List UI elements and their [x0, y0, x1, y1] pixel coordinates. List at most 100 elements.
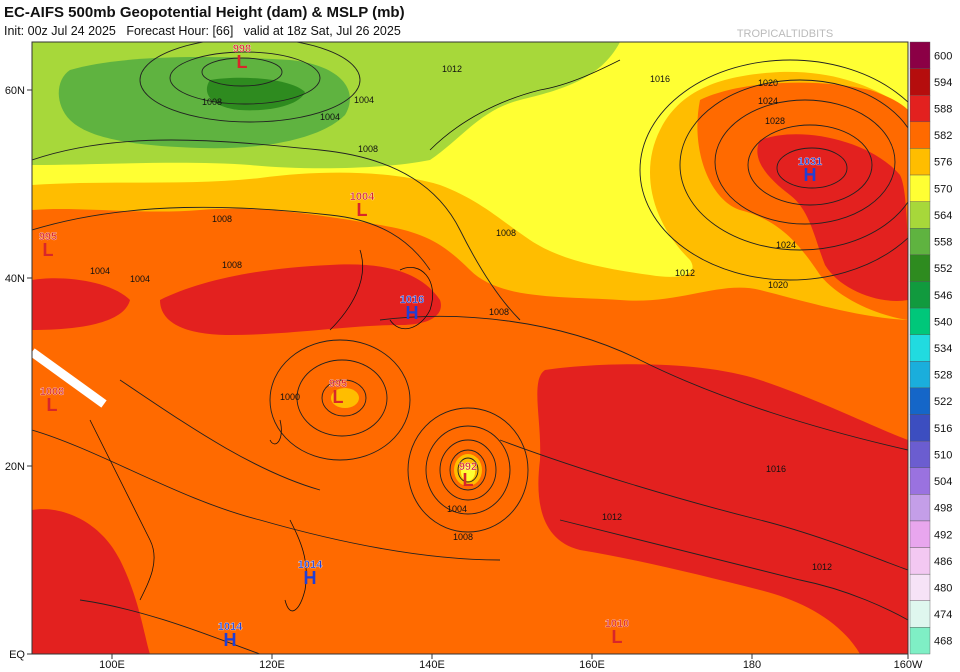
- isobar-label: 1024: [758, 96, 778, 106]
- colorbar-label: 480: [934, 582, 952, 594]
- isobar-label: 1004: [90, 266, 110, 276]
- colorbar-swatch: [909, 573, 931, 601]
- colorbar-swatch: [909, 334, 931, 362]
- colorbar-label: 558: [934, 237, 952, 249]
- high-north-pacific-value: 1031: [798, 156, 822, 168]
- low-equatorial-pacific-value: 1010: [605, 618, 629, 630]
- colorbar-label: 498: [934, 503, 952, 515]
- high-philippine-sea-value: 1014: [298, 559, 323, 571]
- isobars: [32, 42, 908, 654]
- colorbar-label: 468: [934, 636, 952, 648]
- low-west-edge-north-symbol: L: [43, 240, 54, 260]
- isobar-label: 1004: [320, 112, 340, 122]
- height-558-trough: [58, 57, 350, 149]
- height-594-west: [32, 278, 130, 330]
- colorbar-swatch: [909, 440, 931, 468]
- forecast-hour: Forecast Hour: [66]: [126, 24, 234, 38]
- isobar-label: 1004: [447, 504, 467, 514]
- isobar-label: 1028: [765, 116, 785, 126]
- colorbar-label: 528: [934, 370, 952, 382]
- isobar-label: 1012: [675, 268, 695, 278]
- colorbar-swatch: [909, 307, 931, 335]
- isobar-labels: 1008 1004 1012 1016 1020 1024 1028 1008 1012 1008…: [90, 64, 832, 572]
- lat-label: EQ: [9, 649, 25, 661]
- colorbar-swatch: [909, 281, 931, 309]
- high-japan-value: 1016: [400, 294, 424, 306]
- lon-label: 120E: [259, 659, 285, 671]
- colorbar-swatch: [909, 254, 931, 282]
- isobar-label: 1008: [222, 260, 242, 270]
- map-axes: 100E 120E 140E 160E 180 160W 60N 40N 20N EQ: [5, 85, 923, 671]
- isobar-label: 1008: [202, 97, 222, 107]
- colorbar-label: 588: [934, 104, 952, 116]
- isobar-label: 1008: [489, 307, 509, 317]
- colorbar-label: 564: [934, 210, 952, 222]
- init-time: Init: 00z Jul 24 2025: [4, 24, 116, 38]
- map-artifact-bar: [32, 348, 107, 408]
- map-field: [32, 42, 908, 654]
- colorbar-label: 522: [934, 396, 952, 408]
- high-south-china-sea-symbol: H: [224, 630, 237, 650]
- isobar-label: 1012: [602, 512, 622, 522]
- colorbar-swatch: [909, 547, 931, 575]
- high-south-china-sea-value: 1014: [218, 621, 243, 633]
- low-north-mongolia-value: 998: [233, 43, 251, 55]
- isobar-label: 1008: [496, 228, 516, 238]
- low-north-mongolia-symbol: L: [237, 52, 248, 72]
- lon-label: 100E: [99, 659, 125, 671]
- colorbar-swatch: [909, 148, 931, 176]
- colorbar-swatch: [909, 361, 931, 389]
- isobar-label: 1024: [776, 240, 796, 250]
- height-594-subtropical-pacific: [537, 364, 908, 654]
- map-subtitle: Init: 00z Jul 24 2025 Forecast Hour: [66…: [4, 24, 401, 38]
- colorbar-swatch: [909, 174, 931, 202]
- colorbar-label: 594: [934, 77, 952, 89]
- isobar-label: 1020: [758, 78, 778, 88]
- isobar-label: 1012: [812, 562, 832, 572]
- isobar-label: 1004: [354, 95, 374, 105]
- watermark: TROPICALTIDBITS: [737, 28, 833, 40]
- colorbar-swatch: [909, 95, 931, 123]
- low-south-china-symbol: L: [47, 395, 58, 415]
- colorbar-label: 510: [934, 449, 952, 461]
- colorbar-swatch: [909, 201, 931, 229]
- isobar-label: 1008: [212, 214, 232, 224]
- colorbar-swatch: [909, 414, 931, 442]
- low-equatorial-pacific-symbol: L: [612, 627, 623, 647]
- colorbar-label: 546: [934, 290, 952, 302]
- colorbar-swatch: [909, 520, 931, 548]
- high-philippine-sea-symbol: H: [304, 568, 317, 588]
- lat-label: 20N: [5, 461, 25, 473]
- colorbar-swatch: [909, 41, 931, 69]
- colorbar-swatch: [909, 387, 931, 415]
- colorbar-label: 582: [934, 130, 952, 142]
- lon-label: 140E: [419, 659, 445, 671]
- height-594-east-asia: [160, 264, 441, 335]
- colorbar-label: 492: [934, 529, 952, 541]
- isobar-label: 1016: [650, 74, 670, 84]
- isobar-label: 1000: [280, 392, 300, 402]
- lon-label: 180: [743, 659, 761, 671]
- colorbar-swatch: [909, 467, 931, 495]
- lat-label: 60N: [5, 85, 25, 97]
- colorbar-label: 486: [934, 556, 952, 568]
- colorbar-label: 552: [934, 263, 952, 275]
- height-582-low-center: [331, 388, 359, 408]
- isobar-label: 1008: [453, 532, 473, 542]
- colorbar-label: 570: [934, 183, 952, 195]
- colorbar-swatch: [909, 494, 931, 522]
- colorbar-swatch: [909, 68, 931, 96]
- low-east-china-sea-symbol: L: [333, 387, 344, 407]
- valid-time: valid at 18z Sat, Jul 26 2025: [243, 24, 401, 38]
- colorbar-label: 534: [934, 343, 952, 355]
- colorbar-label: 576: [934, 157, 952, 169]
- low-tropical-storm-value: 992: [459, 461, 477, 473]
- low-west-edge-north-value: 995: [39, 231, 57, 243]
- colorbar-label: 516: [934, 423, 952, 435]
- colorbar-swatch: [909, 600, 931, 628]
- height-594-south-china-sea: [32, 509, 150, 654]
- lat-label: 40N: [5, 273, 25, 285]
- colorbar-swatch: [909, 228, 931, 256]
- low-tropical-storm-symbol: L: [463, 470, 474, 490]
